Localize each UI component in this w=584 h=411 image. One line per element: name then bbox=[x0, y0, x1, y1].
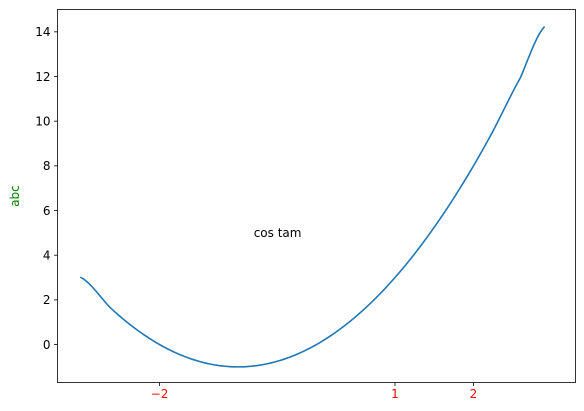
y-tick-label: 6 bbox=[43, 204, 51, 218]
annotation-text: cos tam bbox=[254, 226, 302, 240]
y-tick-label: 2 bbox=[43, 293, 51, 307]
y-tick-label: 4 bbox=[43, 248, 51, 262]
y-tick-label: 10 bbox=[35, 114, 50, 128]
y-tick-label: 8 bbox=[43, 159, 51, 173]
y-tick-label: 14 bbox=[35, 25, 50, 39]
y-tick-label: 12 bbox=[35, 70, 50, 84]
x-tick-label: −2 bbox=[151, 387, 169, 401]
y-axis-label: abc bbox=[8, 185, 22, 207]
y-tick-label: 0 bbox=[43, 338, 51, 352]
series-line-0 bbox=[79, 26, 546, 368]
x-tick-label: 2 bbox=[470, 387, 478, 401]
x-tick-label: 1 bbox=[391, 387, 399, 401]
plot-frame bbox=[57, 9, 576, 383]
